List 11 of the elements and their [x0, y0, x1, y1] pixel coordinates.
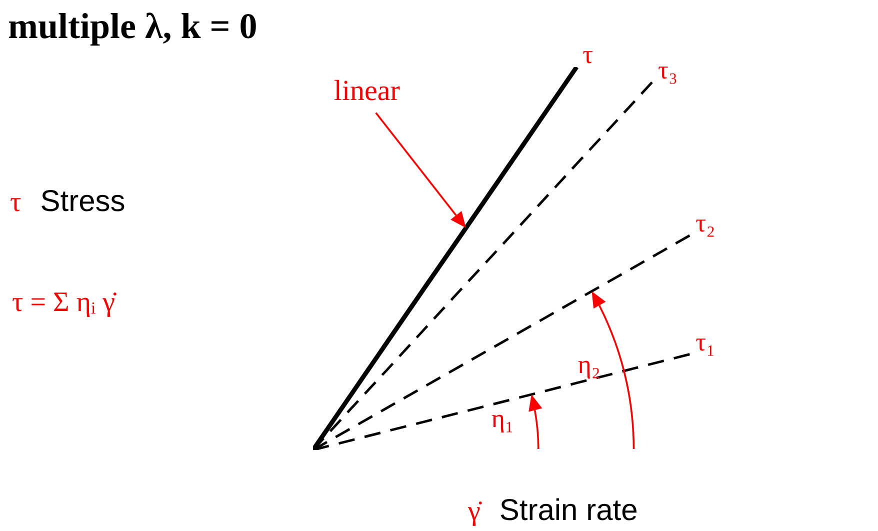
text: τ = Σ ηᵢ γ̇: [12, 287, 117, 318]
annotation: η₂: [578, 350, 600, 379]
series-label: τ₂: [696, 208, 716, 238]
series-label: τ₁: [696, 327, 716, 356]
chart-title: multiple λ, k = 0: [8, 6, 258, 46]
series-label: τ: [582, 40, 594, 69]
x-axis-title: γ̇ Strain rate: [467, 494, 638, 527]
annotation: η₁: [491, 404, 514, 434]
series-label: τ₃: [658, 55, 678, 84]
annotation: linear: [334, 74, 400, 107]
text: τ Stress: [10, 185, 126, 218]
